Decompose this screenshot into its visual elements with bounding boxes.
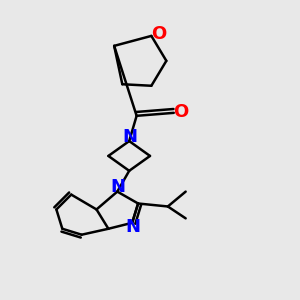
Text: N: N — [111, 178, 126, 196]
Text: O: O — [151, 26, 166, 44]
Text: N: N — [126, 218, 141, 236]
Text: N: N — [122, 128, 137, 146]
Text: O: O — [173, 103, 188, 121]
